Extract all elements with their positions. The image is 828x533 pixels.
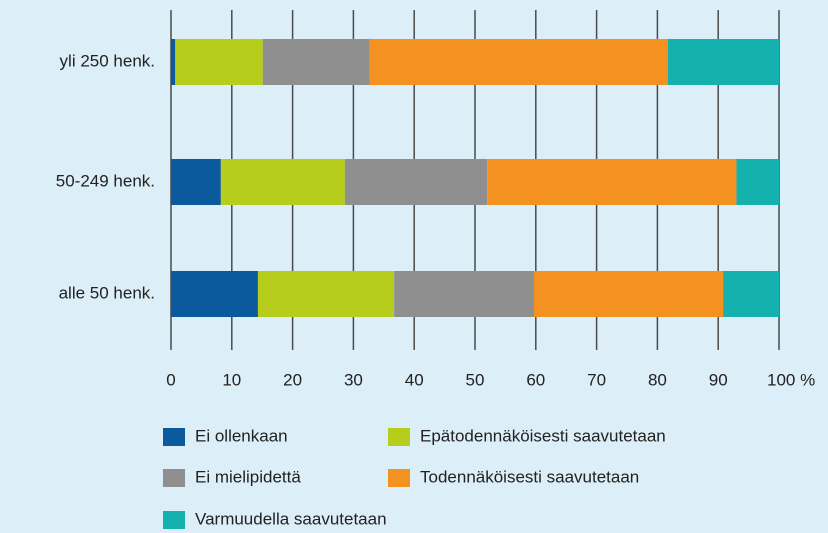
x-tick-label: 70 — [587, 370, 606, 389]
legend-label: Ei ollenkaan — [195, 426, 288, 445]
x-tick-label: 40 — [405, 370, 424, 389]
bar-segment — [220, 159, 345, 205]
x-tick-label: 30 — [344, 370, 363, 389]
legend-swatch — [163, 428, 185, 446]
bar-segment — [257, 271, 395, 317]
legend-label: Todennäköisesti saavutetaan — [420, 467, 639, 486]
bar-segment — [171, 159, 221, 205]
x-tick-label: 10 — [222, 370, 241, 389]
x-tick-label: 60 — [526, 370, 545, 389]
x-tick-label: 20 — [283, 370, 302, 389]
x-tick-label: 50 — [466, 370, 485, 389]
bar-segment — [723, 271, 779, 317]
legend-label: Varmuudella saavutetaan — [195, 509, 387, 528]
legend-swatch — [388, 469, 410, 487]
x-tick-label: 80 — [648, 370, 667, 389]
legend-swatch — [163, 469, 185, 487]
x-tick-label: 0 — [166, 370, 175, 389]
legend-swatch — [163, 511, 185, 529]
bar-segment — [369, 39, 668, 85]
legend-label: Epätodennäköisesti saavutetaan — [420, 426, 666, 445]
bar-segment — [171, 271, 258, 317]
legend-label: Ei mielipidettä — [195, 467, 301, 486]
bar-segment — [175, 39, 263, 85]
x-tick-label: 90 — [709, 370, 728, 389]
bar-segment — [667, 39, 779, 85]
bar-segment — [262, 39, 370, 85]
y-tick-label: yli 250 henk. — [60, 51, 155, 70]
bar-segment — [344, 159, 488, 205]
y-tick-label: alle 50 henk. — [59, 283, 155, 302]
bar-segment — [171, 39, 176, 85]
bar-segment — [533, 271, 724, 317]
x-tick-label: 100 % — [767, 370, 815, 389]
bar-segment — [394, 271, 534, 317]
legend-swatch — [388, 428, 410, 446]
bar-segment — [487, 159, 737, 205]
y-tick-label: 50-249 henk. — [56, 171, 155, 190]
bar-segment — [736, 159, 779, 205]
